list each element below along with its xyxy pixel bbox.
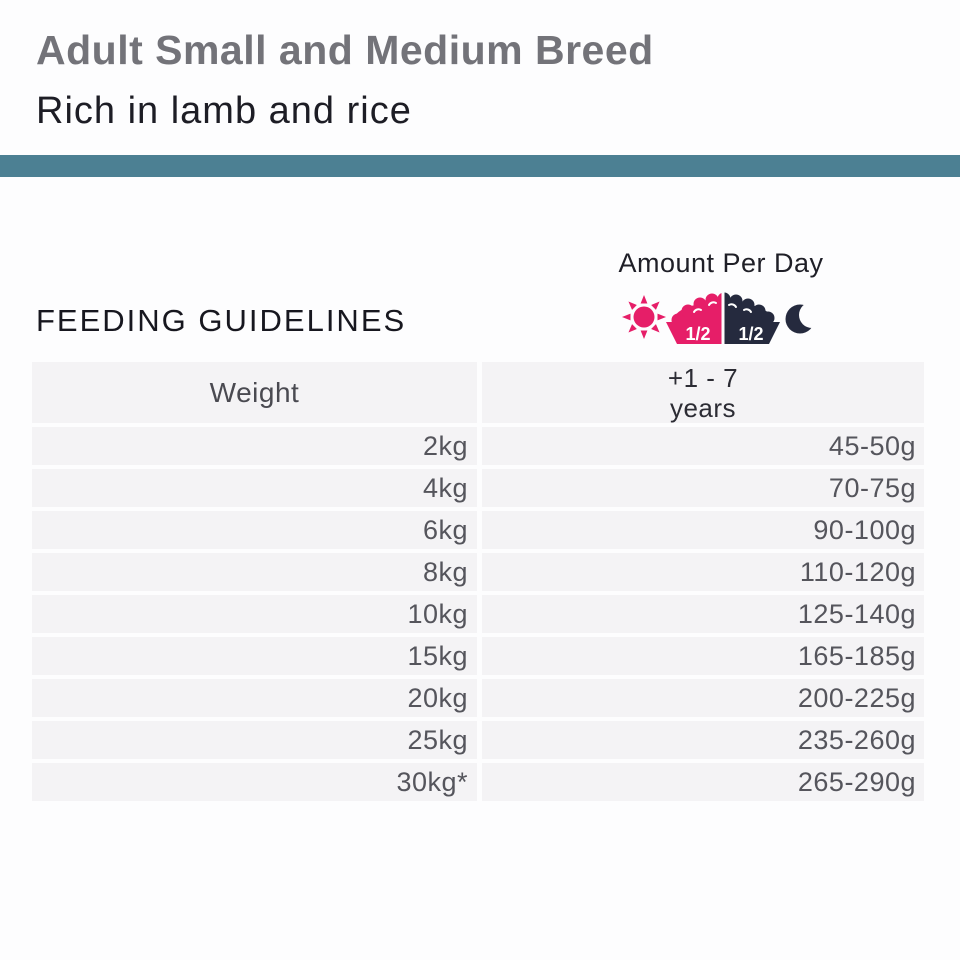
weight-cell: 15kg — [32, 637, 477, 675]
accent-divider — [0, 155, 960, 177]
table-row: 8kg 110-120g — [32, 553, 924, 591]
amount-cell: 165-185g — [482, 637, 924, 675]
amount-cell: 125-140g — [482, 595, 924, 633]
evening-portion-label: 1/2 — [738, 324, 763, 344]
weight-cell: 30kg* — [32, 763, 477, 801]
page-title: Adult Small and Medium Breed — [36, 27, 654, 73]
table-row: 6kg 90-100g — [32, 511, 924, 549]
morning-portion-label: 1/2 — [685, 324, 710, 344]
food-bowl-icon: 1/2 1/2 — [666, 292, 780, 344]
weight-cell: 20kg — [32, 679, 477, 717]
weight-cell: 10kg — [32, 595, 477, 633]
table-row: 20kg 200-225g — [32, 679, 924, 717]
weight-column-header: Weight — [32, 362, 477, 423]
moon-icon — [785, 302, 819, 334]
sun-icon — [622, 295, 666, 339]
weight-cell: 6kg — [32, 511, 477, 549]
amount-cell: 200-225g — [482, 679, 924, 717]
amount-cell: 265-290g — [482, 763, 924, 801]
table-header-row: Weight +1 - 7 years — [32, 362, 924, 423]
feeding-table: Weight +1 - 7 years 2kg 45-50g 4kg 70-75… — [32, 362, 924, 805]
amount-per-day-label: Amount Per Day — [618, 248, 824, 278]
weight-cell: 2kg — [32, 427, 477, 465]
table-row: 10kg 125-140g — [32, 595, 924, 633]
table-row: 30kg* 265-290g — [32, 763, 924, 801]
weight-cell: 25kg — [32, 721, 477, 759]
amount-cell: 45-50g — [482, 427, 924, 465]
amount-cell: 235-260g — [482, 721, 924, 759]
table-row: 2kg 45-50g — [32, 427, 924, 465]
page-subtitle: Rich in lamb and rice — [36, 90, 412, 132]
amount-cell: 90-100g — [482, 511, 924, 549]
table-row: 4kg 70-75g — [32, 469, 924, 507]
feeding-guidelines-heading: FEEDING GUIDELINES — [36, 303, 407, 338]
age-column-header: +1 - 7 years — [482, 362, 924, 423]
weight-cell: 4kg — [32, 469, 477, 507]
table-row: 25kg 235-260g — [32, 721, 924, 759]
amount-cell: 70-75g — [482, 469, 924, 507]
table-row: 15kg 165-185g — [32, 637, 924, 675]
amount-cell: 110-120g — [482, 553, 924, 591]
weight-cell: 8kg — [32, 553, 477, 591]
